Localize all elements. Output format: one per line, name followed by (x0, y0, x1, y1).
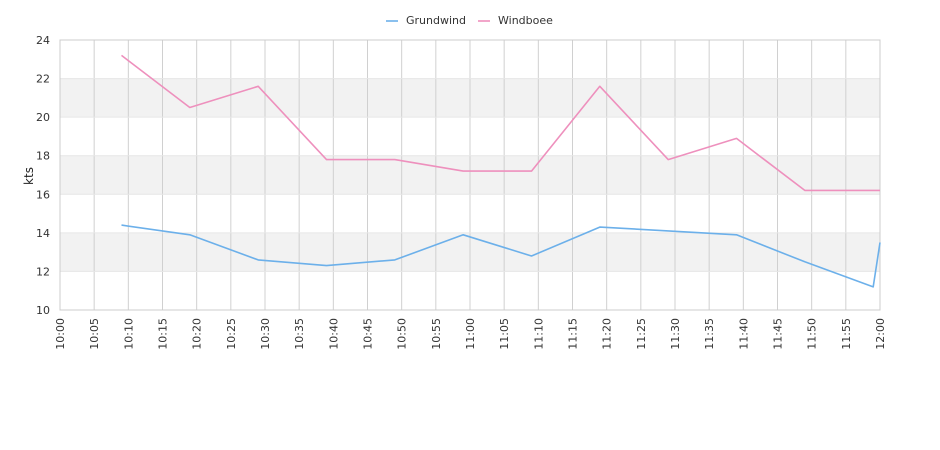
x-tick-label: 10:20 (191, 318, 204, 350)
x-tick-label: 10:30 (259, 318, 272, 350)
x-tick-label: 10:25 (225, 318, 238, 350)
x-tick-label: 10:40 (327, 318, 340, 350)
y-tick-label: 22 (36, 73, 50, 86)
x-tick-label: 11:20 (601, 318, 614, 350)
y-tick-label: 16 (36, 188, 50, 201)
x-tick-label: 10:10 (122, 318, 135, 350)
y-tick-labels: 10 12 14 16 18 20 22 24 (36, 34, 50, 317)
y-tick-label: 20 (36, 111, 50, 124)
x-tick-label: 10:15 (157, 318, 170, 350)
x-tick-label: 10:05 (88, 318, 101, 350)
x-tick-label: 11:15 (567, 318, 580, 350)
x-tick-label: 10:35 (293, 318, 306, 350)
vertical-gridlines (59, 40, 881, 310)
legend[interactable]: Grundwind Windboee (386, 14, 553, 27)
x-tick-label: 11:35 (703, 318, 716, 350)
x-tick-label: 10:45 (362, 318, 375, 350)
x-tick-label: 10:55 (430, 318, 443, 350)
x-tick-label: 11:55 (840, 318, 853, 350)
legend-item-windboee[interactable]: Windboee (478, 14, 553, 27)
series-line-windboee (121, 54, 880, 192)
x-tick-label: 10:50 (396, 318, 409, 350)
x-tick-label: 11:50 (806, 318, 819, 350)
series-line-grundwind (121, 224, 881, 288)
x-tick-label: 11:05 (498, 318, 511, 350)
y-tick-label: 12 (36, 265, 50, 278)
plot-frame (59, 39, 881, 311)
x-tick-label: 11:45 (772, 318, 785, 350)
y-tick-label: 14 (36, 227, 50, 240)
y-axis-label: kts (22, 167, 36, 185)
y-tick-label: 18 (36, 150, 50, 163)
x-tick-label: 10:00 (54, 318, 67, 350)
x-tick-label: 11:30 (669, 318, 682, 350)
y-tick-label: 10 (36, 304, 50, 317)
x-tick-label: 11:25 (635, 318, 648, 350)
legend-item-grundwind[interactable]: Grundwind (386, 14, 466, 27)
x-tick-labels: 10:00 10:05 10:10 10:15 10:20 10:25 10:30 10:35… (54, 318, 887, 350)
series-lines (121, 54, 881, 288)
x-tick-label: 11:40 (737, 318, 750, 350)
x-tick-label: 11:00 (464, 318, 477, 350)
legend-label: Grundwind (406, 14, 466, 27)
legend-label: Windboee (498, 14, 553, 27)
x-tick-label: 11:10 (532, 318, 545, 350)
x-tick-label: 12:00 (874, 318, 887, 350)
y-tick-label: 24 (36, 34, 50, 47)
